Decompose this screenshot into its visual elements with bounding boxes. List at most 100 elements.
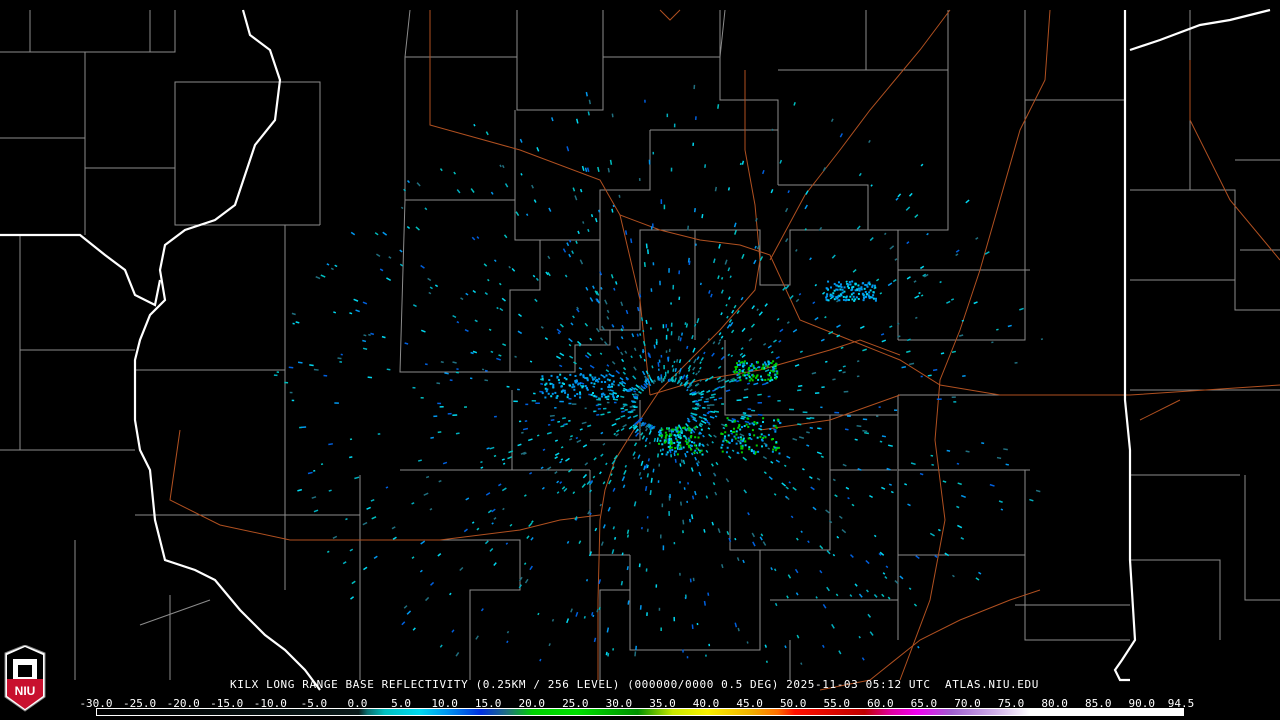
echo-pixel [632, 395, 636, 398]
echo-cluster-pixel [748, 369, 751, 372]
echo-pixel [451, 629, 455, 633]
echo-pixel [633, 442, 638, 447]
echo-cluster-pixel [852, 285, 855, 288]
echo-pixel [895, 197, 899, 201]
echo-pixel [626, 534, 630, 538]
echo-pixel [684, 452, 687, 458]
echo-cluster-pixel [866, 285, 869, 288]
colorbar-labels: -30.0 -25.0 -20.0 -15.0 -10.0 -5.0 0.0 5.0 10.0 1… [79, 697, 1194, 710]
echo-pixel [644, 375, 647, 380]
echo-cluster-pixel [865, 284, 868, 287]
echo-pixel [584, 462, 589, 466]
echo-pixel [611, 466, 615, 471]
echo-pixel [706, 390, 711, 394]
echo-pixel [747, 512, 750, 516]
highway [1189, 60, 1280, 261]
echo-cluster-pixel [544, 396, 547, 399]
echo-cluster-pixel [748, 433, 751, 436]
echo-cluster-pixel [872, 297, 875, 300]
echo-cluster-pixel [773, 445, 776, 448]
echo-cluster-pixel [733, 430, 736, 433]
echo-pixel [682, 459, 686, 465]
echo-pixel [520, 451, 526, 455]
echo-pixel [449, 592, 452, 596]
echo-cluster-pixel [600, 393, 603, 396]
echo-pixel [600, 413, 605, 416]
echo-pixel [554, 439, 559, 442]
echo-pixel [873, 534, 877, 538]
echo-pixel [646, 378, 651, 384]
echo-pixel [363, 334, 367, 337]
echo-pixel [622, 389, 626, 392]
echo-pixel [594, 290, 598, 295]
echo-cluster-pixel [574, 381, 577, 384]
echo-pixel [996, 456, 1002, 460]
echo-pixel [476, 236, 480, 240]
echo-pixel [998, 500, 1003, 503]
echo-cluster-pixel [671, 448, 674, 451]
echo-cluster-pixel [661, 428, 664, 431]
echo-pixel [913, 280, 917, 283]
echo-pixel [989, 483, 995, 487]
echo-pixel [320, 274, 326, 278]
echo-pixel [560, 425, 565, 428]
echo-cluster-pixel [736, 362, 739, 365]
echo-cluster-pixel [773, 367, 776, 370]
echo-pixel [673, 377, 677, 383]
echo-cluster-pixel [835, 288, 838, 291]
county-border [405, 10, 518, 58]
echo-pixel [633, 347, 637, 352]
echo-pixel [406, 610, 412, 615]
echo-pixel [370, 499, 375, 502]
echo-pixel [595, 290, 600, 296]
echo-cluster-pixel [742, 374, 745, 377]
echo-pixel [795, 298, 800, 303]
echo-cluster-pixel [665, 433, 668, 436]
echo-cluster-pixel [551, 392, 554, 395]
echo-cluster-pixel [678, 448, 681, 451]
echo-cluster-pixel [751, 369, 754, 372]
echo-pixel [586, 352, 592, 357]
echo-pixel [575, 611, 579, 617]
echo-pixel [678, 380, 681, 384]
county-border [410, 539, 521, 680]
echo-pixel [797, 384, 803, 388]
echo-pixel [909, 362, 915, 366]
echo-pixel [594, 217, 598, 223]
echo-pixel [759, 536, 763, 541]
state-border [1113, 10, 1137, 682]
echo-cluster-pixel [859, 287, 862, 290]
echo-cluster-pixel [730, 430, 733, 433]
echo-pixel [685, 422, 689, 427]
echo-pixel [503, 234, 508, 239]
echo-cluster-pixel [616, 394, 619, 397]
echo-cluster-pixel [766, 365, 769, 368]
echo-cluster-pixel [863, 287, 866, 290]
echo-pixel [540, 326, 544, 329]
echo-cluster-pixel [689, 436, 692, 439]
echo-cluster-pixel [744, 374, 747, 377]
echo-pixel [574, 195, 578, 201]
echo-pixel [691, 334, 694, 340]
echo-pixel [901, 366, 906, 369]
echo-cluster-pixel [752, 450, 755, 453]
echo-pixel [600, 373, 605, 378]
echo-pixel [929, 532, 935, 537]
echo-pixel [536, 434, 540, 437]
echo-pixel [582, 221, 585, 224]
echo-cluster-pixel [777, 446, 780, 449]
echo-cluster-pixel [751, 422, 754, 425]
echo-cluster-pixel [668, 437, 671, 440]
echo-cluster-pixel [779, 421, 782, 424]
echo-cluster-pixel [664, 436, 667, 439]
echo-cluster-pixel [733, 420, 736, 423]
echo-pixel [452, 361, 457, 364]
county-border [404, 9, 411, 200]
echo-pixel [586, 480, 591, 486]
echo-pixel [782, 286, 787, 291]
echo-pixel [653, 425, 656, 429]
echo-cluster-pixel [557, 378, 560, 381]
echo-pixel [720, 289, 724, 294]
county-border [898, 70, 949, 231]
echo-cluster-pixel [581, 386, 584, 389]
